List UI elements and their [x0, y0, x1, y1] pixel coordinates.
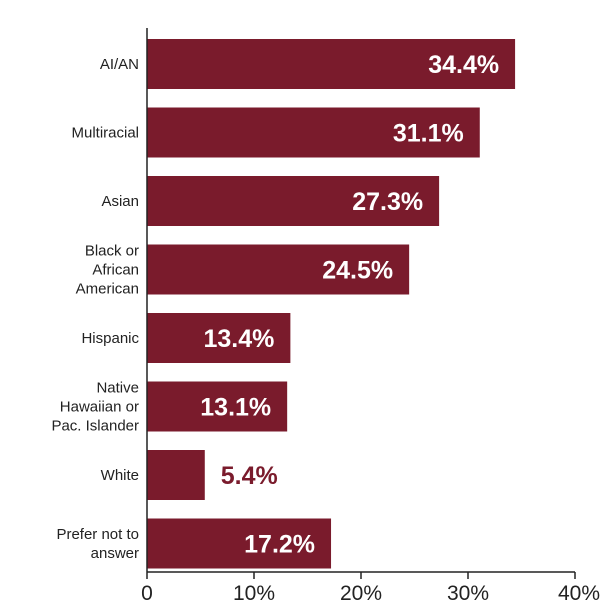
- category-label: Hispanic: [81, 330, 139, 347]
- category-label: Prefer not to answer: [56, 526, 139, 562]
- value-label: 13.4%: [203, 325, 274, 353]
- value-label: 31.1%: [393, 120, 464, 148]
- category-label: AI/AN: [100, 56, 139, 73]
- category-label: Native Hawaiian or Pac. Islander: [51, 380, 139, 435]
- x-tick-label: 20%: [340, 582, 382, 605]
- value-label: 13.1%: [200, 394, 271, 422]
- category-label: Black or African American: [76, 243, 139, 298]
- x-tick-label: 0: [141, 582, 153, 605]
- value-label: 24.5%: [322, 257, 393, 285]
- category-label: White: [101, 467, 139, 484]
- bars-group: [147, 39, 515, 569]
- bar-6: [147, 450, 205, 500]
- x-tick-label: 30%: [447, 582, 489, 605]
- value-label: 27.3%: [352, 188, 423, 216]
- value-label: 5.4%: [221, 462, 278, 490]
- category-labels: AI/AN Multiracial Asian Black or African Amer…: [51, 56, 139, 562]
- x-tick-label: 10%: [233, 582, 275, 605]
- x-tick-label: 40%: [558, 582, 600, 605]
- value-label: 17.2%: [244, 531, 315, 559]
- category-label: Multiracial: [71, 125, 139, 142]
- value-label: 34.4%: [428, 51, 499, 79]
- category-label: Asian: [101, 193, 139, 210]
